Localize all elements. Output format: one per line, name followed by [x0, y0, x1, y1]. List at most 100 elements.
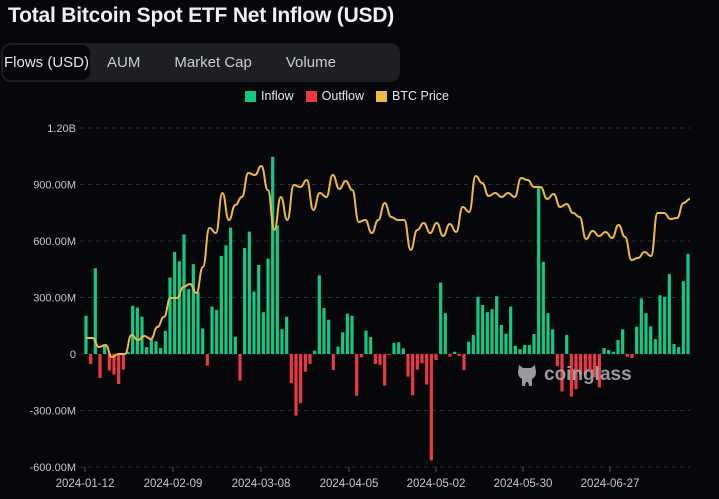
inflow-bar — [476, 296, 480, 354]
inflow-bar — [285, 316, 289, 354]
inflow-bar — [667, 274, 671, 354]
outflow-bar — [462, 354, 466, 371]
inflow-bar — [336, 346, 340, 354]
inflow-bar — [229, 227, 233, 354]
outflow-bar — [98, 354, 102, 378]
inflow-bar — [149, 339, 153, 354]
inflow-bar — [565, 334, 569, 354]
inflow-bar — [159, 347, 163, 354]
inflow-bar — [341, 332, 345, 354]
inflow-bar — [495, 296, 499, 354]
inflow-bar — [443, 313, 447, 354]
inflow-bar — [527, 344, 531, 354]
inflow-bar — [257, 264, 261, 354]
btc-price-swatch — [376, 90, 388, 102]
inflow-bar — [551, 329, 555, 354]
y-tick-label: 900.00M — [33, 180, 76, 192]
y-tick-label: -600.00M — [30, 462, 76, 474]
inflow-bar — [126, 351, 130, 354]
outflow-bar — [331, 354, 335, 371]
inflow-bar — [611, 351, 615, 354]
tab-aum[interactable]: AUM — [107, 54, 141, 71]
tab-volume[interactable]: Volume — [285, 54, 336, 71]
outflow-bar — [574, 354, 578, 390]
outflow-bar — [112, 354, 116, 375]
legend-item-inflow[interactable]: Inflow — [245, 89, 294, 103]
outflow-bar — [387, 354, 391, 355]
outflow-bar — [429, 354, 433, 461]
coinglass-watermark: coinglass — [515, 362, 632, 388]
inflow-bar — [215, 310, 219, 354]
y-tick-label: -300.00M — [30, 406, 76, 418]
inflow-bar — [243, 247, 247, 354]
inflow-bar — [672, 344, 676, 354]
inflow-bar — [546, 313, 550, 354]
inflow-bar — [537, 186, 541, 354]
outflow-bar — [238, 354, 242, 381]
inflow-bar — [499, 324, 503, 354]
outflow-bar — [555, 354, 559, 367]
inflow-bar — [219, 255, 223, 354]
inflow-bar — [439, 282, 443, 354]
outflow-bar — [434, 354, 438, 361]
outflow-bar — [378, 354, 382, 365]
inflow-bar — [453, 351, 457, 354]
inflow-bar — [313, 350, 317, 354]
tab-market-cap[interactable]: Market Cap — [174, 54, 252, 71]
inflow-bar — [196, 291, 200, 354]
inflow-bar — [681, 281, 685, 354]
inflow-bar — [187, 289, 191, 354]
outflow-bar — [457, 354, 461, 357]
inflow-bar — [616, 340, 620, 354]
y-tick-label: 300.00M — [33, 293, 76, 305]
inflow-bar — [658, 295, 662, 354]
inflow-bar — [145, 347, 149, 354]
inflow-bar — [621, 329, 625, 354]
inflow-bar — [210, 306, 214, 354]
x-tick-label: 2024-05-02 — [407, 478, 466, 490]
inflow-bar — [131, 305, 135, 354]
inflow-bar — [233, 336, 237, 354]
inflow-bar — [322, 308, 326, 354]
outflow-bar — [583, 354, 587, 375]
x-tick-label: 2024-05-30 — [494, 478, 553, 490]
inflow-bar — [317, 275, 321, 354]
inflow-bar — [364, 330, 368, 354]
inflow-bar — [252, 291, 256, 354]
inflow-bar — [266, 258, 270, 354]
outflow-bar — [299, 354, 303, 404]
legend-label: Outflow — [321, 89, 365, 103]
y-tick-label: 600.00M — [33, 236, 76, 248]
inflow-bar — [518, 349, 522, 354]
inflow-bar — [677, 347, 681, 354]
inflow-bar — [467, 341, 471, 354]
page-title: Total Bitcoin Spot ETF Net Inflow (USD) — [8, 4, 395, 27]
outflow-bar — [420, 354, 424, 364]
chart-legend: Inflow Outflow BTC Price — [245, 89, 449, 103]
outflow-bar — [373, 354, 377, 364]
outflow-bar — [205, 354, 209, 366]
outflow-bar — [425, 354, 429, 385]
x-tick-label: 2024-04-05 — [320, 478, 379, 490]
inflow-bar — [103, 345, 107, 354]
outflow-bar — [569, 354, 573, 397]
outflow-bar — [588, 354, 592, 371]
inflow-bar — [485, 312, 489, 354]
inflow-bar — [602, 347, 606, 354]
outflow-bar — [359, 354, 363, 358]
inflow-bar — [397, 342, 401, 354]
legend-item-btc-price[interactable]: BTC Price — [376, 89, 449, 103]
inflow-bar — [201, 328, 205, 354]
inflow-bar — [173, 251, 177, 354]
inflow-bar — [649, 326, 653, 354]
outflow-bar — [308, 354, 312, 364]
outflow-bar — [89, 354, 93, 364]
inflow-bar — [191, 264, 195, 354]
inflow-bar — [182, 234, 186, 354]
outflow-bar — [289, 354, 293, 384]
tab-flows[interactable]: Flows (USD) — [3, 45, 90, 80]
x-tick-label: 2024-03-08 — [232, 478, 291, 490]
inflow-bar — [135, 307, 139, 354]
legend-label: Inflow — [261, 89, 294, 103]
legend-item-outflow[interactable]: Outflow — [305, 89, 365, 103]
